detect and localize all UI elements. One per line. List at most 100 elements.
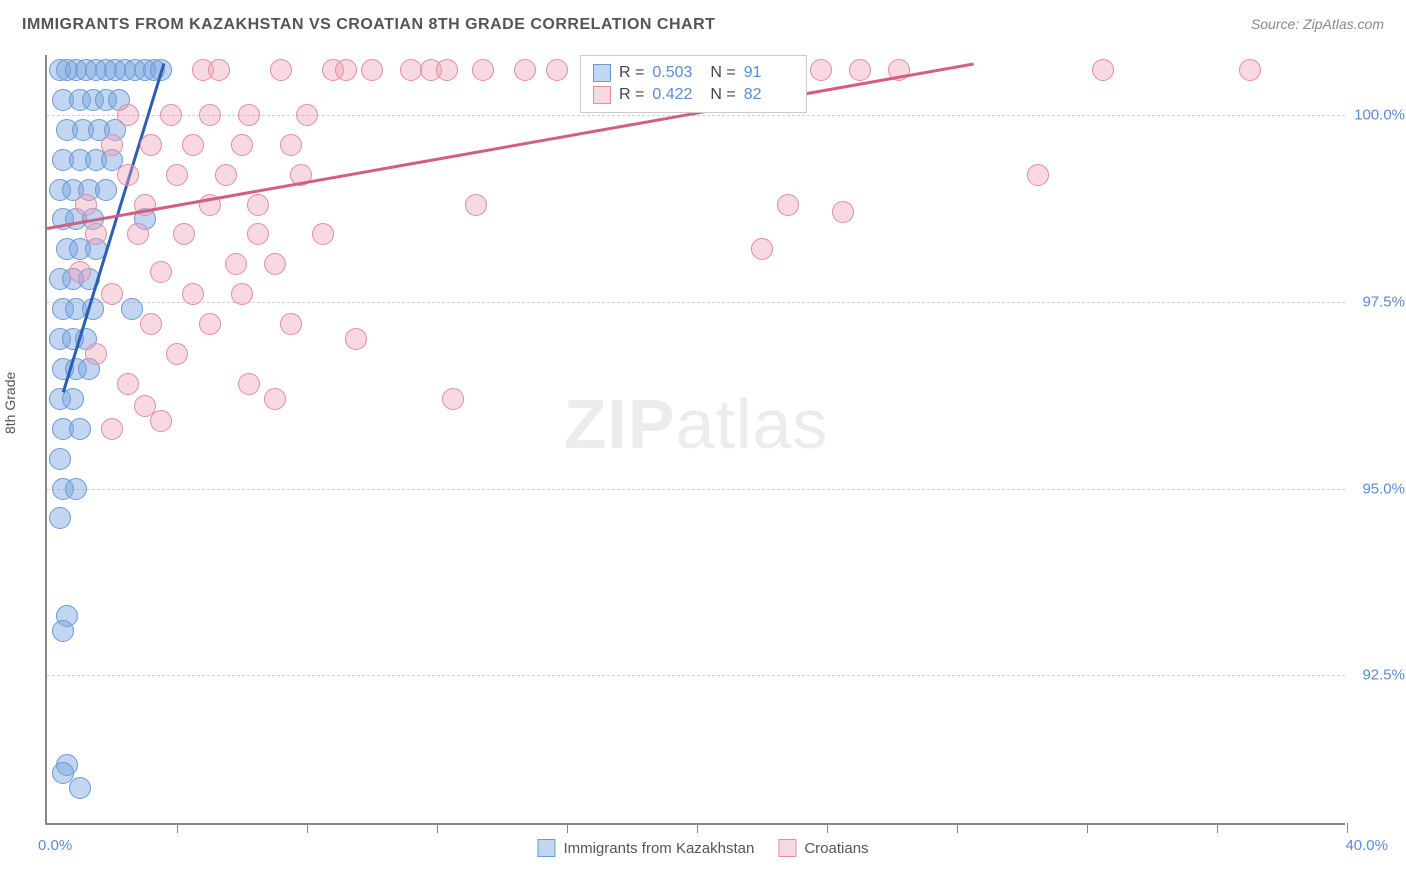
data-point — [85, 223, 107, 245]
watermark-rest: atlas — [676, 385, 829, 463]
data-point — [62, 388, 84, 410]
data-point — [49, 507, 71, 529]
data-point — [85, 343, 107, 365]
data-point — [199, 313, 221, 335]
data-point — [810, 59, 832, 81]
stat-r-value: 0.422 — [652, 86, 702, 104]
stats-swatch — [593, 64, 611, 82]
x-tick — [1217, 823, 1218, 833]
stat-r-value: 0.503 — [652, 64, 702, 82]
x-tick — [957, 823, 958, 833]
stat-r-label: R = — [619, 64, 644, 82]
data-point — [280, 134, 302, 156]
x-axis-max-label: 40.0% — [1345, 837, 1388, 854]
data-point — [69, 261, 91, 283]
data-point — [231, 134, 253, 156]
data-point — [849, 59, 871, 81]
data-point — [101, 134, 123, 156]
y-tick-label: 100.0% — [1354, 106, 1405, 123]
plot-area: ZIPatlas 92.5%95.0%97.5%100.0%R =0.503N … — [45, 55, 1345, 825]
data-point — [101, 283, 123, 305]
stat-r-label: R = — [619, 86, 644, 104]
data-point — [238, 373, 260, 395]
data-point — [208, 59, 230, 81]
data-point — [335, 59, 357, 81]
data-point — [436, 59, 458, 81]
data-point — [472, 59, 494, 81]
data-point — [231, 283, 253, 305]
data-point — [117, 373, 139, 395]
data-point — [345, 328, 367, 350]
watermark-bold: ZIP — [564, 385, 676, 463]
data-point — [225, 253, 247, 275]
data-point — [199, 104, 221, 126]
x-tick — [437, 823, 438, 833]
legend: Immigrants from Kazakhstan Croatians — [537, 839, 868, 857]
data-point — [238, 104, 260, 126]
data-point — [166, 343, 188, 365]
data-point — [514, 59, 536, 81]
data-point — [49, 448, 71, 470]
x-tick — [567, 823, 568, 833]
data-point — [247, 194, 269, 216]
stat-n-value: 82 — [744, 86, 794, 104]
data-point — [166, 164, 188, 186]
chart-title: IMMIGRANTS FROM KAZAKHSTAN VS CROATIAN 8… — [22, 16, 715, 34]
data-point — [52, 620, 74, 642]
data-point — [75, 194, 97, 216]
x-tick — [1347, 823, 1348, 833]
data-point — [117, 164, 139, 186]
data-point — [215, 164, 237, 186]
x-tick — [827, 823, 828, 833]
data-point — [182, 283, 204, 305]
stats-box: R = 0.503 N = 91 R = 0.422 N = 82 — [580, 55, 807, 113]
data-point — [173, 223, 195, 245]
stat-n-value: 91 — [744, 64, 794, 82]
data-point — [312, 223, 334, 245]
gridline-h — [47, 489, 1345, 490]
stat-n-label: N = — [710, 64, 735, 82]
legend-label: Croatians — [804, 840, 868, 857]
y-tick-label: 97.5% — [1362, 293, 1405, 310]
data-point — [140, 134, 162, 156]
data-point — [264, 388, 286, 410]
data-point — [442, 388, 464, 410]
data-point — [832, 201, 854, 223]
legend-label: Immigrants from Kazakhstan — [563, 840, 754, 857]
watermark: ZIPatlas — [564, 384, 829, 464]
stat-n-label: N = — [710, 86, 735, 104]
data-point — [280, 313, 302, 335]
data-point — [182, 134, 204, 156]
data-point — [101, 418, 123, 440]
x-tick — [1087, 823, 1088, 833]
data-point — [270, 59, 292, 81]
data-point — [1027, 164, 1049, 186]
data-point — [296, 104, 318, 126]
x-tick — [177, 823, 178, 833]
stats-row: R = 0.422 N = 82 — [593, 84, 794, 106]
data-point — [69, 418, 91, 440]
y-tick-label: 95.0% — [1362, 480, 1405, 497]
data-point — [140, 313, 162, 335]
legend-swatch — [537, 839, 555, 857]
y-tick-label: 92.5% — [1362, 667, 1405, 684]
data-point — [150, 410, 172, 432]
x-tick — [307, 823, 308, 833]
gridline-h — [47, 675, 1345, 676]
source-label: Source: ZipAtlas.com — [1251, 16, 1384, 32]
y-axis-title: 8th Grade — [2, 372, 18, 434]
data-point — [127, 223, 149, 245]
data-point — [777, 194, 799, 216]
stats-swatch — [593, 86, 611, 104]
data-point — [361, 59, 383, 81]
data-point — [150, 261, 172, 283]
legend-swatch — [778, 839, 796, 857]
data-point — [1092, 59, 1114, 81]
data-point — [160, 104, 182, 126]
data-point — [69, 777, 91, 799]
stats-row: R = 0.503 N = 91 — [593, 62, 794, 84]
x-tick — [697, 823, 698, 833]
data-point — [465, 194, 487, 216]
legend-item: Croatians — [778, 839, 868, 857]
data-point — [121, 298, 143, 320]
